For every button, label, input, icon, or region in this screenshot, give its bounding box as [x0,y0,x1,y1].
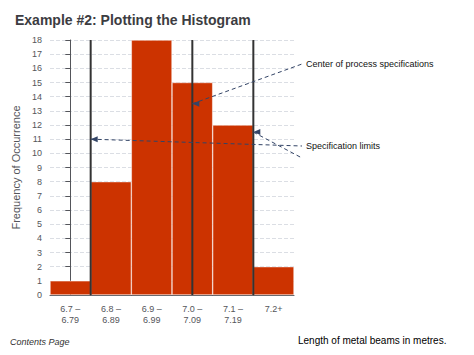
svg-text:11: 11 [33,134,42,144]
svg-text:8: 8 [37,177,42,187]
svg-text:Example #2: Plotting the Histo: Example #2: Plotting the Histogram [15,12,251,28]
svg-text:18: 18 [32,35,42,45]
svg-text:7.19: 7.19 [224,315,242,325]
svg-text:7.2+: 7.2+ [265,304,283,314]
svg-text:7.0 –: 7.0 – [182,304,202,314]
svg-text:Center of process specificatio: Center of process specifications [306,59,434,69]
svg-text:6.79: 6.79 [62,315,80,325]
svg-text:1: 1 [37,276,42,286]
svg-text:2: 2 [37,262,42,272]
svg-text:6.8 –: 6.8 – [101,304,121,314]
svg-text:13: 13 [32,106,42,116]
svg-text:14: 14 [32,92,42,102]
svg-text:3: 3 [37,248,42,258]
svg-text:7.09: 7.09 [184,315,202,325]
svg-text:Frequency of Occurrence: Frequency of Occurrence [10,105,22,229]
svg-text:6.9 –: 6.9 – [142,304,162,314]
svg-text:6.7 –: 6.7 – [60,304,80,314]
svg-text:0: 0 [37,290,42,300]
svg-text:15: 15 [32,78,42,88]
svg-text:16: 16 [32,63,42,73]
svg-text:Specification limits: Specification limits [306,141,381,151]
svg-text:7.1 –: 7.1 – [223,304,243,314]
svg-text:9: 9 [37,163,42,173]
svg-text:6.99: 6.99 [143,315,161,325]
svg-text:17: 17 [32,49,42,59]
svg-text:5: 5 [37,219,42,229]
svg-text:10: 10 [32,148,42,158]
svg-text:Length of metal beams in metre: Length of metal beams in metres. [298,335,446,346]
svg-text:4: 4 [37,233,42,243]
svg-text:6.89: 6.89 [102,315,120,325]
svg-text:7: 7 [37,191,42,201]
svg-text:Contents Page: Contents Page [10,337,70,347]
svg-text:12: 12 [32,120,42,130]
svg-text:6: 6 [37,205,42,215]
